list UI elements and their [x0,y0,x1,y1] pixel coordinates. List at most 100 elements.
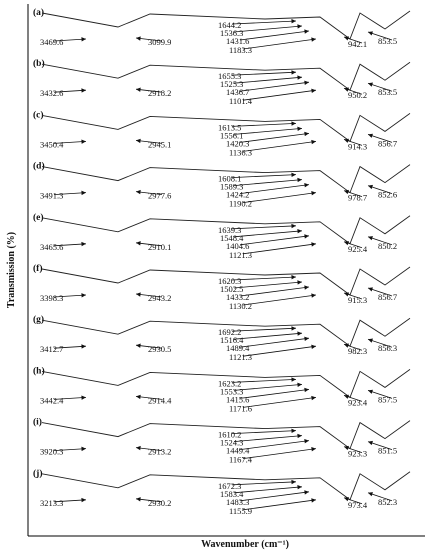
peak-arrowhead [291,223,296,229]
peak-arrow [53,448,87,451]
peak-label: 1620.3 [218,276,241,286]
peak-label: 3920.3 [40,447,63,457]
peak-arrowhead [136,394,141,400]
peak-arrow [233,486,303,494]
peak-arrowhead [297,433,302,439]
peak-arrowhead [311,242,316,247]
peak-arrowhead [297,229,302,234]
peak-label: 982.3 [348,346,367,356]
peak-label: 853.5 [378,36,397,46]
peak-arrowhead [136,497,141,502]
peak-arrowhead [291,377,296,382]
peak-arrow [233,281,303,289]
peak-arrow [53,243,87,247]
peak-label: 1420.3 [226,138,249,148]
peak-arrowhead [344,138,349,143]
peak-arrowhead [344,394,349,399]
peak-arrow [231,430,297,434]
spectrum-trace [41,113,411,143]
peak-arrowhead [136,292,141,297]
peak-label: 3465.6 [40,242,63,252]
peak-arrowhead [81,344,86,349]
peak-arrowhead [297,126,302,131]
peak-arrowhead [368,440,373,446]
x-axis-label: Wavenumber (cm⁻¹) [201,539,289,550]
peak-arrowhead [291,121,296,126]
spectrum-trace [41,266,411,296]
peak-arrow [233,128,303,135]
peak-arrow [239,491,310,502]
peak-arrow [233,179,303,186]
peak-label: 3412.7 [40,344,63,354]
peak-arrowhead [81,293,86,298]
spectrum-trace [41,369,411,399]
peak-arrowhead [304,439,309,444]
spectrum-trace [41,420,411,450]
panel-label: (c) [33,109,44,120]
peak-label: 978.7 [348,193,367,203]
peak-label: 1415.6 [226,394,249,404]
peak-arrowhead [304,336,309,341]
peak-arrowhead [311,88,316,93]
peak-arrowhead [344,36,349,41]
spectrum-trace [41,10,411,40]
peak-arrow [239,286,310,297]
peak-arrow [233,230,303,238]
peak-arrowhead [136,138,141,144]
peak-arrow [53,499,87,503]
peak-label: 856.7 [378,292,397,302]
spectrum-trace [41,215,411,245]
peak-label: 3491.3 [40,191,63,201]
peak-label: 1121.3 [229,250,252,260]
peak-arrowhead [304,387,309,393]
peak-arrow [231,379,297,383]
peak-label: 1404.6 [226,241,249,251]
peak-label: 2945.1 [148,139,171,149]
peak-label: 3450.4 [40,139,64,149]
peak-label: 1548.4 [220,233,244,243]
peak-arrowhead [368,133,373,138]
peak-label: 856.3 [378,343,397,353]
panel-label: (e) [33,212,44,223]
spectrum-trace [41,61,411,91]
peak-arrow [231,174,297,178]
peak-arrowhead [291,19,296,24]
peak-label: 1436.7 [226,87,249,97]
peak-arrowhead [368,31,373,36]
peak-label: 1516.4 [220,335,244,345]
peak-arrow [242,243,317,255]
peak-arrow [53,141,87,144]
peak-arrow [239,30,310,41]
peak-arrow [53,192,87,195]
axis-frame [27,4,425,537]
peak-arrow [239,133,310,143]
peak-label: 1433.2 [226,292,249,302]
peak-label: 852.6 [378,190,397,200]
peak-arrowhead [368,338,373,343]
peak-label: 2910.1 [148,242,171,252]
peak-label: 3469.6 [40,37,63,47]
peak-label: 1171.6 [229,403,252,413]
peak-label: 3099.9 [148,37,171,47]
peak-arrow [242,89,317,101]
peak-arrowhead [344,292,349,297]
peak-arrowhead [344,241,349,246]
peak-arrowhead [81,88,86,93]
peak-arrowhead [291,479,296,485]
peak-arrowhead [311,139,316,145]
peak-arrowhead [297,280,302,285]
peak-arrowhead [136,445,141,451]
peak-label: 1553.3 [220,386,243,396]
peak-label: 1623.2 [218,378,241,388]
peak-arrowhead [304,131,309,137]
peak-label: 850.2 [378,241,397,251]
peak-label: 1121.3 [229,352,252,362]
peak-label: 1183.3 [229,45,252,55]
peak-arrowhead [291,326,296,331]
peak-arrow [233,25,303,33]
spectrum-trace [41,317,411,347]
